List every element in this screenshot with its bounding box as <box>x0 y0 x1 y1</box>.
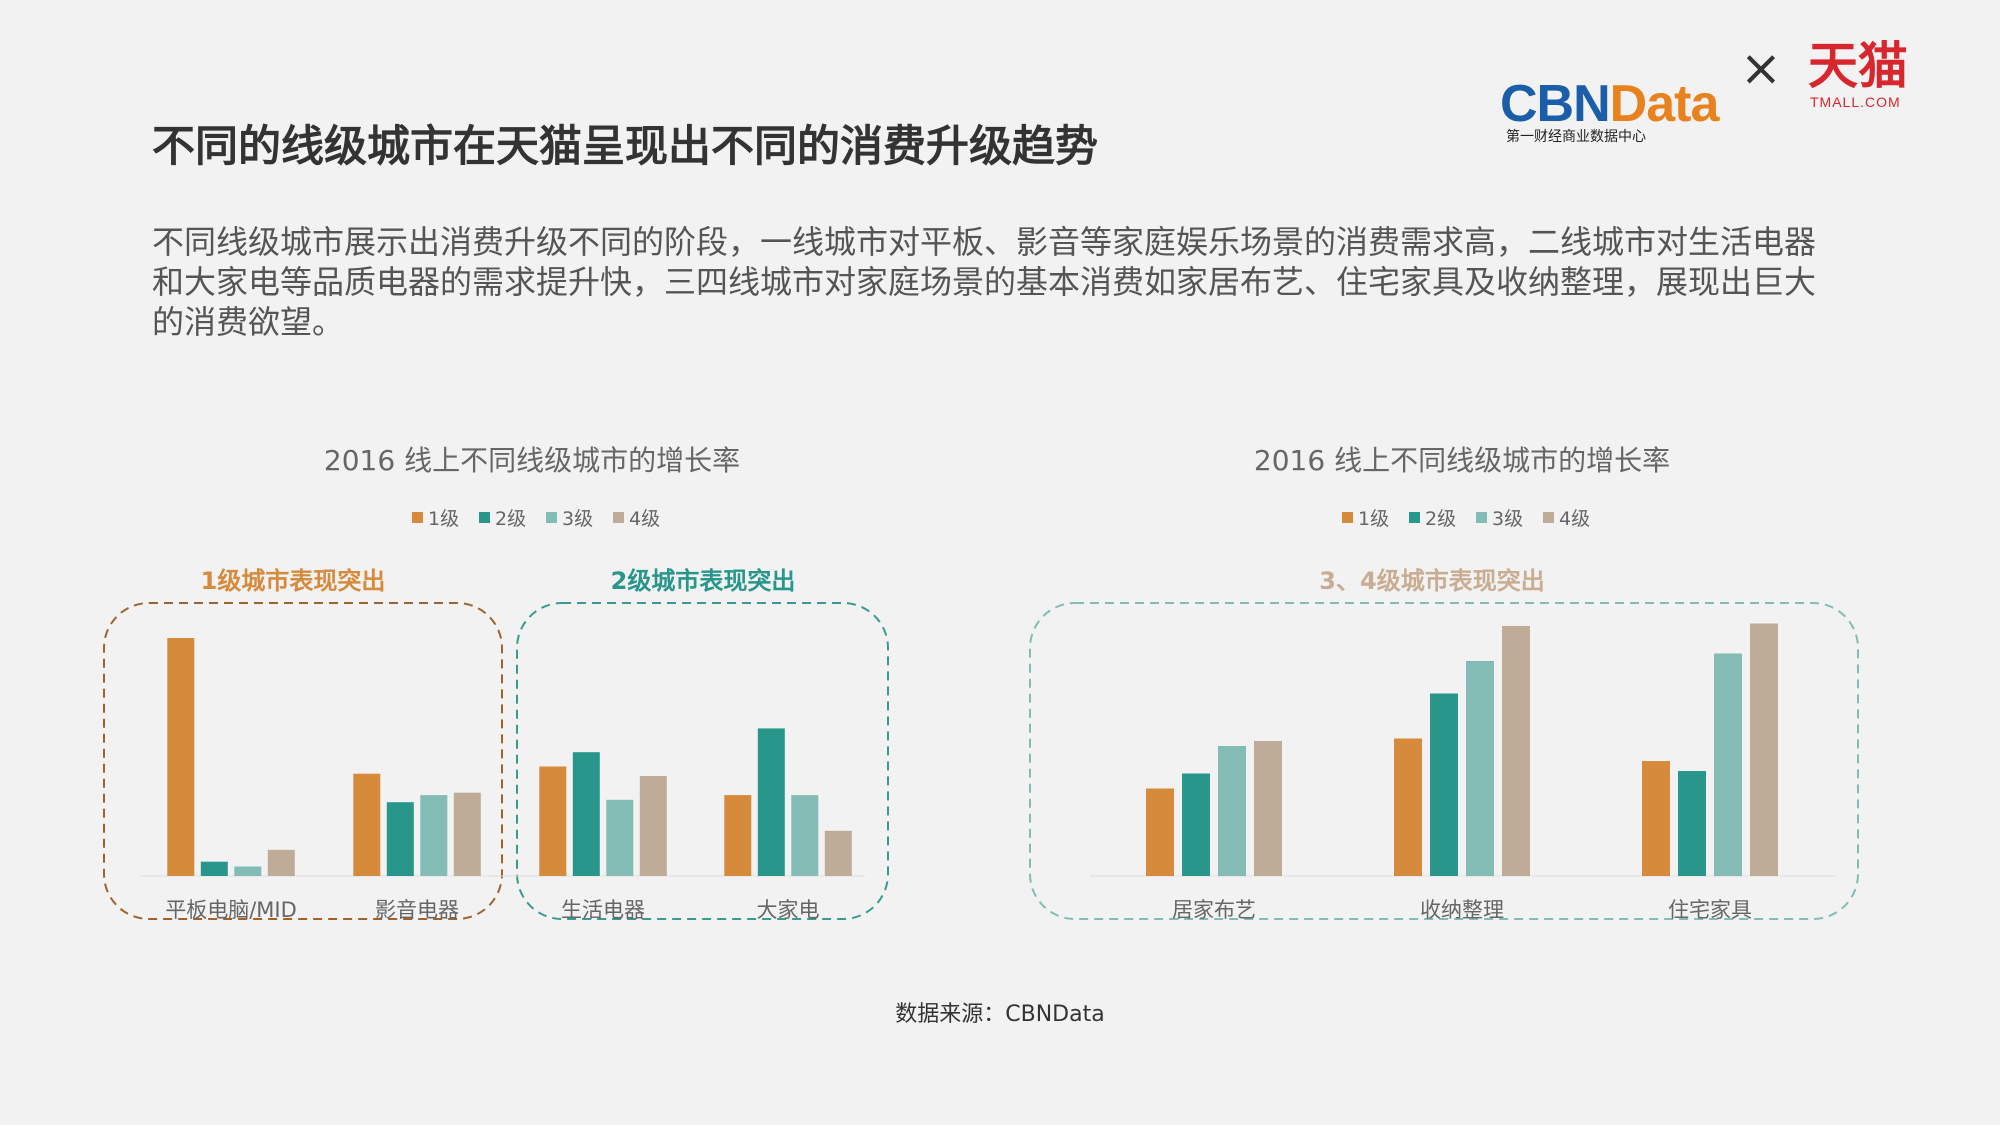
x-label-home-textiles: 居家布艺 <box>1172 898 1256 922</box>
highlight-box-tier1 <box>103 602 503 920</box>
bar-2-cat1-tier3 <box>1218 746 1246 876</box>
bar-1-cat4-tier1 <box>724 795 752 876</box>
legend-label-tier2: 2级 <box>1425 508 1456 530</box>
bar-1-cat3-tier1 <box>539 766 567 876</box>
chart-2-title: 2016 线上不同线级城市的增长率 <box>1254 444 1670 477</box>
highlight-box-tier2 <box>516 602 889 920</box>
bar-2-cat2-tier1 <box>1394 738 1422 876</box>
bar-2-cat2-tier2 <box>1430 693 1458 876</box>
legend-swatch-tier1 <box>412 512 423 523</box>
highlight-label-tier1: 1级城市表现突出 <box>201 567 386 595</box>
bar-2-cat3-tier4 <box>1750 623 1778 876</box>
cbn-logo-wordmark: CBNData <box>1500 75 1720 133</box>
bar-2-cat1-tier4 <box>1254 741 1282 876</box>
bar-2-cat2-tier3 <box>1466 661 1494 876</box>
bar-2-cat3-tier1 <box>1642 761 1670 876</box>
x-label-av: 影音电器 <box>375 898 459 922</box>
cbn-logo-part1: CBN <box>1500 75 1611 133</box>
bar-1-cat1-tier4 <box>267 849 295 876</box>
highlight-label-tier34: 3、4级城市表现突出 <box>1319 567 1544 595</box>
legend-label-tier4: 4级 <box>629 508 660 530</box>
legend-swatch-tier4 <box>1543 512 1554 523</box>
chart-1-title: 2016 线上不同线级城市的增长率 <box>324 444 740 477</box>
bar-1-cat4-tier3 <box>791 795 819 876</box>
bar-2-cat1-tier2 <box>1182 773 1210 876</box>
bar-1-cat1-tier1 <box>167 638 195 876</box>
bar-1-cat4-tier2 <box>757 728 785 876</box>
bar-2-cat2-tier4 <box>1502 626 1530 876</box>
bar-1-cat3-tier2 <box>572 752 600 876</box>
bar-2-cat3-tier2 <box>1678 771 1706 876</box>
legend-label-tier3: 3级 <box>562 508 593 530</box>
bar-2-cat3-tier3 <box>1714 653 1742 876</box>
cbn-logo-part2: Data <box>1609 75 1720 133</box>
chart-2-bars <box>1146 623 1778 876</box>
legend-label-tier2: 2级 <box>495 508 526 530</box>
cbn-logo-subtitle: 第一财经商业数据中心 <box>1506 129 1646 145</box>
bar-1-cat4-tier4 <box>824 830 852 876</box>
legend-swatch-tier3 <box>1476 512 1487 523</box>
legend-swatch-tier2 <box>479 512 490 523</box>
chart-2: 2016 线上不同线级城市的增长率 1级 2级 3级 4级 3、4级城市表现突出… <box>1029 444 1859 922</box>
page-title: 不同的线级城市在天猫呈现出不同的消费升级趋势 <box>152 122 1098 172</box>
chart-1: 2016 线上不同线级城市的增长率 1级 2级 3级 4级 1级城市表现突出 2… <box>103 444 889 922</box>
legend-swatch-tier2 <box>1409 512 1420 523</box>
bar-1-cat2-tier1 <box>353 773 381 876</box>
intro-paragraph: 不同线级城市展示出消费升级不同的阶段，一线城市对平板、影音等家庭娱乐场景的消费需… <box>152 223 1817 341</box>
x-label-tablet: 平板电脑/MID <box>165 898 297 922</box>
highlight-label-tier2: 2级城市表现突出 <box>611 567 796 595</box>
legend-swatch-tier1 <box>1342 512 1353 523</box>
highlight-box-tier34 <box>1029 602 1859 920</box>
legend-label-tier4: 4级 <box>1559 508 1590 530</box>
legend-label-tier3: 3级 <box>1492 508 1523 530</box>
x-label-furniture: 住宅家具 <box>1668 898 1752 922</box>
bar-1-cat3-tier4 <box>639 776 667 876</box>
legend-swatch-tier4 <box>613 512 624 523</box>
bar-1-cat1-tier2 <box>200 861 228 876</box>
tmall-logo-cn: 天猫 <box>1808 37 1908 95</box>
x-label-storage: 收纳整理 <box>1420 898 1504 922</box>
tmall-logo-en: TMALL.COM <box>1810 94 1901 110</box>
chart-2-legend: 1级 2级 3级 4级 <box>1342 508 1590 530</box>
x-label-household: 生活电器 <box>561 898 645 922</box>
bar-2-cat1-tier1 <box>1146 788 1174 876</box>
times-icon: × <box>1740 39 1782 97</box>
bar-1-cat3-tier3 <box>606 799 634 876</box>
chart-1-legend: 1级 2级 3级 4级 <box>412 508 660 530</box>
bar-1-cat1-tier3 <box>234 866 262 876</box>
legend-label-tier1: 1级 <box>1358 508 1389 530</box>
chart-1-bars <box>167 638 852 876</box>
legend-label-tier1: 1级 <box>428 508 459 530</box>
bar-1-cat2-tier4 <box>453 792 481 876</box>
data-source-note: 数据来源：CBNData <box>895 1002 1105 1027</box>
x-label-major-appliances: 大家电 <box>757 898 820 922</box>
legend-swatch-tier3 <box>546 512 557 523</box>
bar-1-cat2-tier3 <box>420 795 448 876</box>
bar-1-cat2-tier2 <box>386 802 414 876</box>
